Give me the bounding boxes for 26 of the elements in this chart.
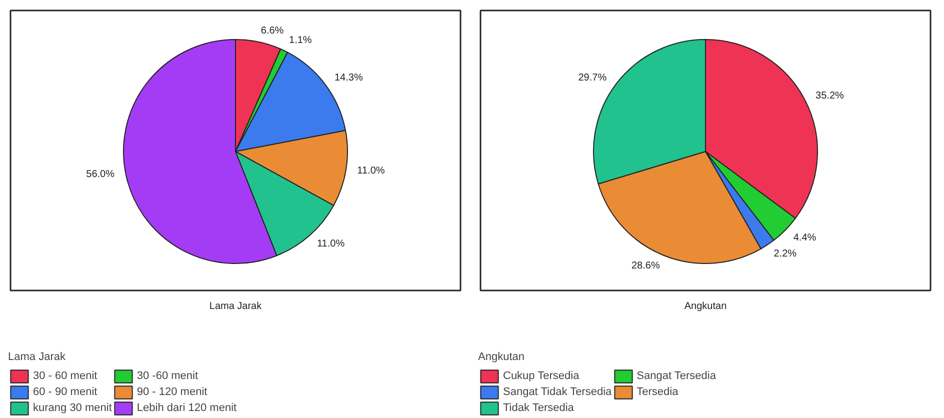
data-label: 35.2% <box>816 90 844 102</box>
data-label: 56.0% <box>86 169 115 180</box>
legend-label: 60 - 90 menit <box>33 386 98 398</box>
legend-label: Sangat Tidak Tersedia <box>503 386 612 398</box>
legend-label: 30 -60 menit <box>136 370 198 382</box>
data-label: 14.3% <box>334 72 363 84</box>
legend-title: Angkutan <box>478 351 526 363</box>
text: Lama Jarak <box>209 301 263 312</box>
legend-title: Lama Jarak <box>8 351 66 363</box>
legend-label: Tidak Tersedia <box>503 402 574 414</box>
text: Angkutan <box>684 301 727 312</box>
legend-label: Sangat Tersedia <box>636 370 716 382</box>
data-label: 6.6% <box>260 25 284 36</box>
data-label: 11.0% <box>357 165 385 176</box>
data-label: 29.7% <box>578 72 607 84</box>
data-label: 2.2% <box>774 248 797 260</box>
legend-label: Cukup Tersedia <box>503 370 580 382</box>
data-label: 4.4% <box>793 232 816 244</box>
legend-label: 30 - 60 menit <box>33 370 98 382</box>
legend-label: Lebih dari 120 menit <box>136 402 237 414</box>
legend-label: Tersedia <box>636 386 678 398</box>
data-label: 11.0% <box>316 238 345 250</box>
data-label: 28.6% <box>631 260 660 272</box>
data-label: 1.1% <box>289 35 312 46</box>
legend-label: kurang 30 menit <box>33 402 112 414</box>
legend-label: 90 - 120 menit <box>136 386 208 398</box>
